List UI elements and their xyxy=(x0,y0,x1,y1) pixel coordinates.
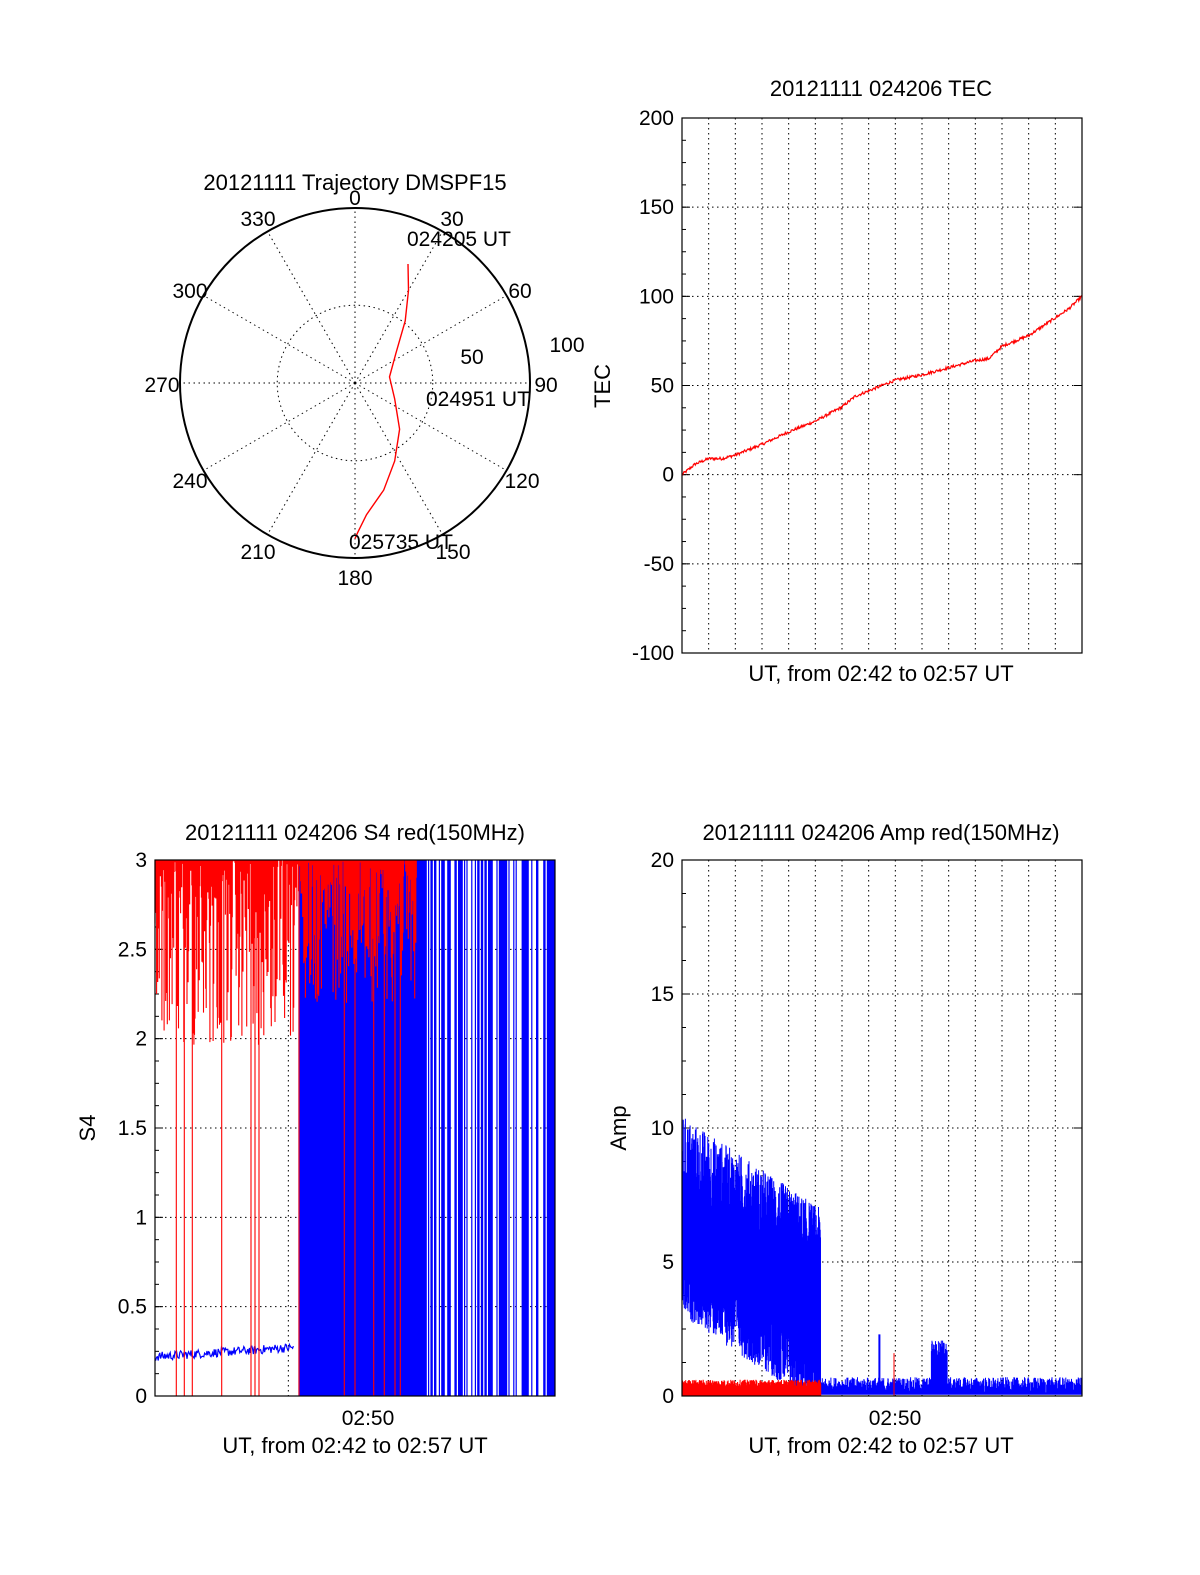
s4-ytick-label: 1 xyxy=(135,1206,147,1229)
polar-angle-label: 30 xyxy=(440,208,463,231)
polar-series xyxy=(354,263,410,539)
amp-ylabel: Amp xyxy=(606,1105,631,1150)
s4-xtick-0250: 02:50 xyxy=(342,1407,395,1430)
polar-trajectory-line xyxy=(354,263,410,539)
s4-frame xyxy=(154,859,556,1397)
amp-ytick-label: 10 xyxy=(651,1117,674,1140)
amp-frame xyxy=(681,859,1083,1397)
polar-angle-label: 330 xyxy=(240,208,275,231)
tec-frame xyxy=(681,117,1083,654)
tec-series xyxy=(681,294,1083,476)
polar-ring-50 xyxy=(276,304,434,462)
polar-spoke xyxy=(203,382,356,471)
amp-title: 20121111 024206 Amp red(150MHz) xyxy=(702,820,1059,845)
s4-ytick-label: 2.5 xyxy=(118,938,147,961)
polar-spoke xyxy=(267,382,356,535)
tec-ytick-label: 50 xyxy=(651,375,674,398)
polar-outer-circle xyxy=(179,207,531,559)
polar-angle-label: 270 xyxy=(144,374,179,397)
amp-ytick-label: 15 xyxy=(651,983,674,1006)
polar-angle-label: 240 xyxy=(172,470,207,493)
polar-trajectory-chart: 20121111 Trajectory DMSPF15 0 30 60 90 120 15… xyxy=(144,170,584,590)
tec-title: 20121111 024206 TEC xyxy=(770,76,992,101)
amp-series xyxy=(681,1118,1083,1396)
tec-ytick-label: 150 xyxy=(639,196,674,219)
polar-radius-label: 100 xyxy=(549,334,584,357)
polar-time-annotation: 025735 UT xyxy=(349,531,453,554)
polar-title: 20121111 Trajectory DMSPF15 xyxy=(203,170,506,195)
s4-xlabel: UT, from 02:42 to 02:57 UT xyxy=(222,1433,487,1458)
polar-spoke xyxy=(354,231,443,384)
polar-spoke xyxy=(354,382,443,535)
s4-ytick-label: 0.5 xyxy=(118,1296,147,1319)
polar-angle-labels: 0 30 60 90 120 150 180 210 240 270 300 330 50 100 xyxy=(144,187,584,590)
tec-ytick-label: 0 xyxy=(662,464,674,487)
polar-annotations: 024205 UT 024951 UT 025735 UT xyxy=(349,228,530,554)
polar-angle-label: 180 xyxy=(337,567,372,590)
polar-time-annotation: 024205 UT xyxy=(407,228,511,251)
s4-ylabel: S4 xyxy=(75,1115,100,1142)
tec-chart: 20121111 024206 TEC 200150100500-50-100 … xyxy=(590,76,1083,686)
tec-ytick-label: 100 xyxy=(639,285,674,308)
s4-chart: 20121111 024206 S4 red(150MHz) 3 2.5 2 1.5 1… xyxy=(75,820,556,1458)
polar-spoke xyxy=(203,295,356,384)
amp-blue-trace xyxy=(681,1118,1083,1395)
polar-angle-label: 120 xyxy=(504,470,539,493)
amp-chart: 20121111 024206 Amp red(150MHz) 20 15 10 5 0… xyxy=(606,820,1083,1458)
polar-angle-label: 60 xyxy=(508,280,531,303)
s4-title: 20121111 024206 S4 red(150MHz) xyxy=(185,820,525,845)
polar-angle-label: 0 xyxy=(349,187,361,210)
tec-line xyxy=(681,294,1083,476)
tec-ytick-label: -50 xyxy=(644,553,674,576)
amp-ytick-label: 20 xyxy=(651,849,674,872)
amp-xlabel: UT, from 02:42 to 02:57 UT xyxy=(748,1433,1013,1458)
polar-time-annotation: 024951 UT xyxy=(426,388,530,411)
s4-ytick-label: 1.5 xyxy=(118,1117,147,1140)
polar-grid xyxy=(179,207,531,559)
polar-spoke xyxy=(354,295,507,384)
polar-spoke xyxy=(267,231,356,384)
tec-xlabel: UT, from 02:42 to 02:57 UT xyxy=(748,661,1013,686)
tec-ytick-label: -100 xyxy=(632,642,674,665)
s4-ytick-label: 2 xyxy=(135,1028,147,1051)
s4-blue-segment xyxy=(402,1292,414,1302)
tec-ytick-label: 200 xyxy=(639,107,674,130)
polar-angle-label: 150 xyxy=(435,541,470,564)
tec-ylabel: TEC xyxy=(590,364,615,408)
tec-y-ticks: 200 150 100 50 0 -50 -100 xyxy=(632,107,674,665)
polar-radius-label: 50 xyxy=(460,346,483,369)
s4-ytick-label: 0 xyxy=(135,1385,147,1408)
polar-angle-label: 210 xyxy=(240,541,275,564)
s4-y-ticks: 3 2.5 2 1.5 1 0.5 0 xyxy=(118,849,147,1408)
polar-spoke xyxy=(354,382,507,471)
amp-ytick-label: 5 xyxy=(662,1251,674,1274)
amp-xtick-0250: 02:50 xyxy=(869,1407,922,1430)
amp-y-ticks: 20 15 10 5 0 xyxy=(651,849,674,1408)
amp-ytick-label: 0 xyxy=(662,1385,674,1408)
polar-angle-label: 300 xyxy=(172,280,207,303)
polar-angle-label: 90 xyxy=(534,374,557,397)
s4-blue-segment xyxy=(154,1342,294,1362)
s4-ytick-label: 3 xyxy=(135,849,147,872)
s4-series xyxy=(154,860,556,1396)
